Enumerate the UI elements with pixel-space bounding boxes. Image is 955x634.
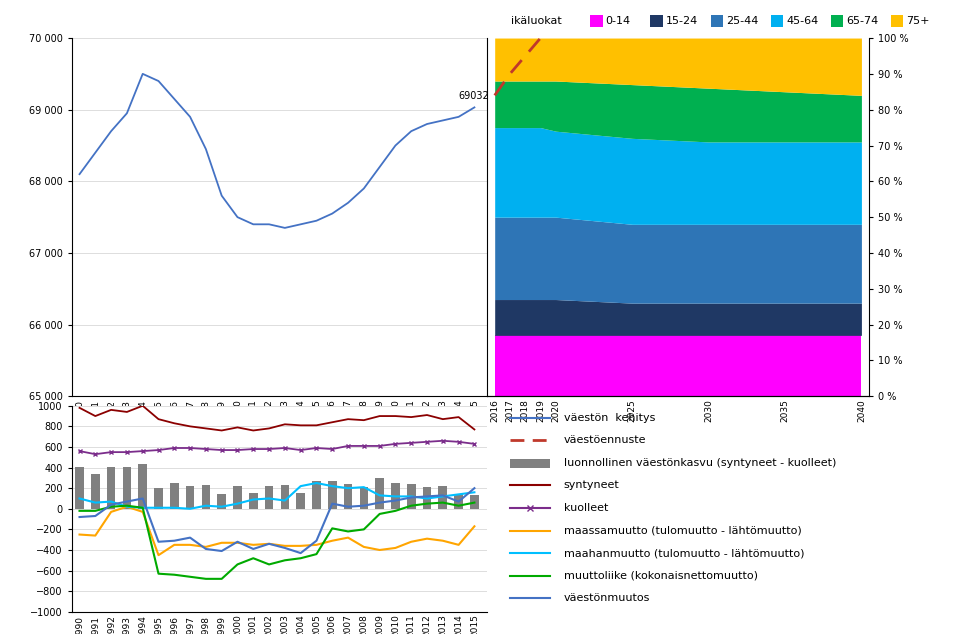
Text: kuolleet: kuolleet [563,503,608,513]
Bar [249,493,258,508]
Bar [407,484,415,508]
Bar [281,484,289,508]
Bar [375,479,384,508]
Text: luonnollinen väestönkasvu (syntyneet - kuolleet): luonnollinen väestönkasvu (syntyneet - k… [563,458,836,468]
Text: 15-24: 15-24 [666,16,698,26]
Text: maassamuutto (tulomuutto - lähtömuutto): maassamuutto (tulomuutto - lähtömuutto) [563,526,801,536]
Text: 65-74: 65-74 [846,16,879,26]
Bar [170,483,179,508]
Text: väestönmuutos: väestönmuutos [563,593,650,603]
Bar [218,494,226,508]
Text: 0-14: 0-14 [605,16,630,26]
Bar [392,482,400,508]
Bar [423,487,432,508]
Bar [186,486,195,508]
Bar [312,481,321,508]
Bar [107,467,116,508]
Bar [154,488,163,508]
Text: syntyneet: syntyneet [563,481,619,491]
Bar [328,481,336,508]
Text: 45-64: 45-64 [786,16,818,26]
Text: muuttoliike (kokonaisnettomuutto): muuttoliike (kokonaisnettomuutto) [563,571,757,581]
Bar [438,486,447,508]
Text: maahanmuutto (tulomuutto - lähtömuutto): maahanmuutto (tulomuutto - lähtömuutto) [563,548,804,558]
Text: 25-44: 25-44 [726,16,758,26]
Bar [510,460,550,468]
Bar [75,467,84,508]
Text: 75+: 75+ [906,16,930,26]
Bar [344,484,352,508]
Bar [202,485,210,508]
Bar [359,487,369,508]
Bar [91,474,99,508]
Text: ikäluokat: ikäluokat [511,16,562,26]
Bar [455,495,463,508]
Bar [470,495,478,508]
Text: 69032: 69032 [458,91,489,101]
Bar [138,464,147,508]
Bar [122,467,131,508]
Text: väestön  kehitys: väestön kehitys [563,413,655,423]
Bar [296,493,305,508]
Bar [233,486,242,508]
Bar [265,486,273,508]
Text: väestöennuste: väestöennuste [563,436,646,446]
